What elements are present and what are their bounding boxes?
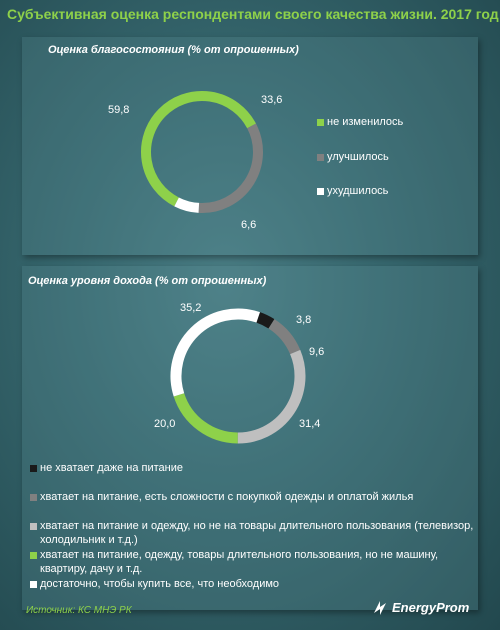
legend2-item-2: хватает на питание и одежду, но не на то… [40,520,474,546]
legend2-swatch-2 [30,523,37,530]
chart1-slice-1 [198,123,263,213]
legend2-swatch-0 [30,465,37,472]
chart2-title: Оценка уровня дохода (% от опрошенных) [28,275,267,287]
legend2-swatch-1 [30,494,37,501]
chart2-label-2: 31,4 [299,418,321,430]
legend2-swatch-4 [30,581,37,588]
wellbeing-panel [22,37,478,255]
chart1-slice-0 [141,91,256,207]
legend1-swatch-0 [317,119,324,126]
page-title: Субъективная оценка респондентами своего… [7,6,499,22]
bolt-icon [374,601,386,615]
chart2-slice-1 [268,319,301,355]
chart2-slice-2 [237,349,306,444]
chart1-label-1: 33,6 [261,94,283,106]
chart2-label-4: 35,2 [180,302,202,314]
legend2-item-4: достаточно, чтобы купить все, что необхо… [40,578,280,590]
legend1-swatch-1 [317,154,324,161]
legend2-item-0: не хватает даже на питание [40,462,184,474]
chart1-label-0: 59,8 [108,104,130,116]
chart2-label-1: 9,6 [309,346,325,358]
chart2-label-0: 3,8 [296,314,312,326]
legend1-item-2: ухудшилось [327,185,389,197]
chart2-label-3: 20,0 [154,418,176,430]
logo-text: EnergyProm [392,600,470,615]
chart1-title: Оценка благосостояния (% от опрошенных) [48,44,299,56]
legend2-item-3: хватает на питание, одежду, товары длите… [40,549,439,575]
chart2-slice-3 [173,392,238,444]
source-note: Источник: КС МНЭ РК [26,605,132,616]
legend2-swatch-3 [30,552,37,559]
legend1-item-0: не изменилось [327,116,404,128]
legend1-swatch-2 [317,188,324,195]
chart2-slice-0 [256,312,275,329]
legend1-item-1: улучшилось [327,151,389,163]
chart1-label-2: 6,6 [241,219,257,231]
chart2-slice-4 [170,308,260,397]
legend2-item-1: хватает на питание, есть сложности с пок… [40,491,414,503]
chart1-slice-2 [174,197,200,213]
